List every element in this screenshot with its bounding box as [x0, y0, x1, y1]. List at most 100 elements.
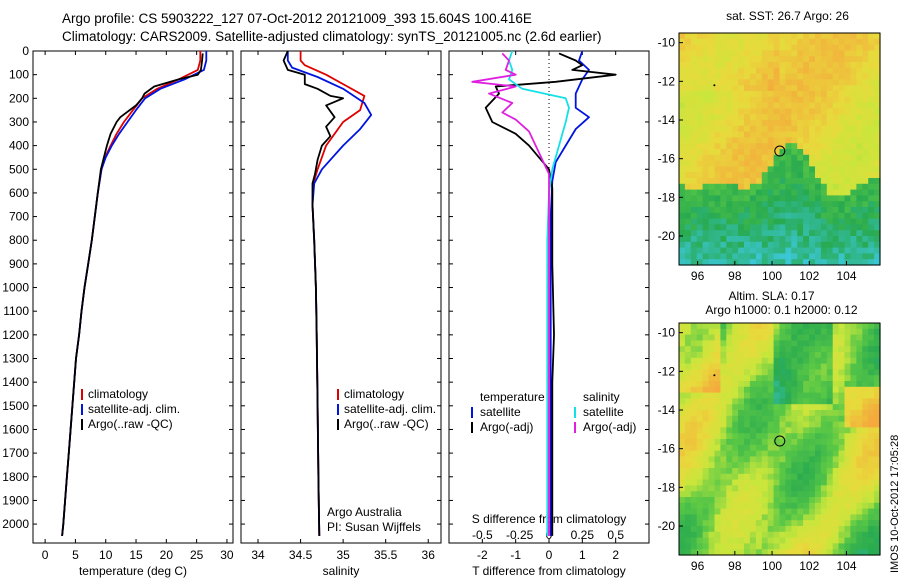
map-cell [690, 421, 698, 428]
map-cell [850, 363, 857, 370]
map-cell [690, 149, 698, 156]
map-cell [868, 381, 875, 388]
map-cell [755, 427, 763, 434]
map-cell [696, 497, 704, 504]
map-cell [797, 328, 804, 336]
map-cell [785, 462, 792, 469]
map-cell [702, 166, 710, 173]
map-cell [714, 67, 721, 75]
map-cell [797, 73, 804, 80]
map-cell [862, 259, 869, 266]
map-cell [749, 224, 757, 231]
map-cell [714, 404, 721, 411]
map-cell [690, 340, 698, 347]
map-cell [773, 131, 781, 138]
map-cell [862, 398, 869, 405]
map-cell [761, 172, 769, 179]
map-cell [744, 427, 751, 434]
map-cell [761, 62, 769, 69]
map-cell [785, 357, 792, 365]
map-cell [815, 514, 822, 521]
map-cell [767, 178, 775, 185]
map-cell [761, 334, 769, 341]
map-cell [744, 143, 751, 150]
map-cell [844, 450, 851, 457]
map-cell [744, 259, 751, 266]
map-cell [826, 433, 834, 440]
map-cell [785, 346, 792, 353]
map-cell [820, 404, 828, 411]
map-cell [785, 102, 792, 109]
y-tick-label: 0 [22, 44, 29, 58]
x-tick-label: 30 [220, 548, 234, 562]
map-cell [773, 323, 781, 330]
map-cell [720, 125, 727, 133]
map-cell [791, 218, 798, 225]
map-cell [679, 62, 686, 69]
map-cell [868, 462, 875, 469]
map-cell [797, 439, 804, 446]
map-cell [791, 189, 798, 196]
map-cell [844, 479, 851, 486]
map-cell [744, 96, 751, 104]
map-cell [791, 404, 798, 411]
map-cell [838, 131, 846, 138]
map-sst [679, 33, 881, 266]
map-cell [850, 230, 857, 237]
map-cell [696, 363, 704, 370]
map-cell [820, 44, 828, 51]
map-y-tick-label: -18 [658, 190, 676, 204]
map-cell [826, 253, 834, 260]
map-cell [767, 67, 775, 75]
map-cell [832, 444, 840, 452]
map-cell [803, 398, 810, 405]
map-cell [815, 183, 822, 191]
map-cell [773, 410, 781, 417]
map-cell [708, 514, 716, 521]
x-axis-label-salinity: salinity [323, 564, 360, 578]
map-cell [856, 212, 863, 220]
map-cell [732, 381, 739, 388]
map-cell [726, 398, 733, 405]
map-cell [826, 259, 834, 266]
map-cell [749, 212, 757, 220]
map-cell [726, 230, 733, 237]
map-cell [690, 207, 698, 214]
map-cell [720, 259, 727, 266]
map-cell [850, 44, 857, 51]
map-cell [797, 172, 804, 179]
map-cell [809, 363, 816, 370]
map-cell [803, 230, 810, 237]
map-cell [679, 491, 686, 498]
map-cell [779, 381, 786, 388]
map-cell [744, 473, 751, 481]
y-tick-label: 1600 [2, 422, 29, 436]
map-cell [815, 149, 822, 156]
map-cell [850, 531, 857, 539]
map-cell [755, 479, 763, 486]
map-x-tick-label: 98 [728, 559, 742, 573]
map-cell [749, 114, 757, 121]
map-cell [815, 357, 822, 365]
map-cell [826, 143, 834, 150]
map-cell [744, 502, 751, 510]
map-cell [702, 398, 710, 405]
map-cell [809, 462, 816, 469]
map-cell [779, 328, 786, 336]
map-cell [726, 433, 733, 440]
map-cell [738, 462, 745, 469]
map-cell [844, 520, 851, 527]
x-tick-label: 1 [579, 548, 586, 562]
map-cell [820, 218, 828, 225]
map-cell [785, 212, 792, 220]
map-cell [838, 189, 846, 196]
map-cell [690, 444, 698, 452]
map-cell [850, 218, 857, 225]
map-cell [838, 352, 846, 359]
map-cell [684, 421, 692, 428]
map-cell [679, 50, 686, 57]
map-cell [744, 154, 751, 162]
map-cell [832, 502, 840, 510]
map-cell [720, 178, 727, 185]
map-cell [726, 508, 733, 515]
